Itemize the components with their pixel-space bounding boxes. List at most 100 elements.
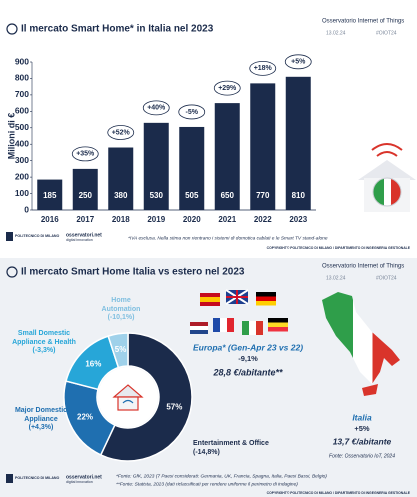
value-label: 650 (221, 191, 235, 200)
university-logo: POLITECNICO DI MILANO (15, 476, 60, 480)
growth-label: +52% (112, 129, 131, 136)
slice-label: Entertainment & Office (-14,8%) (193, 440, 303, 457)
y-tick-label: 200 (15, 171, 29, 181)
footnote: **Fonte: Statista, 2023 (dati riclassifi… (116, 481, 298, 487)
x-tick-label: 2021 (218, 215, 236, 224)
x-tick-label: 2018 (112, 215, 130, 224)
value-label: 770 (256, 191, 270, 200)
hashtag: #OIOT24 (376, 30, 397, 36)
x-tick-label: 2023 (289, 215, 307, 224)
growth-badge (284, 54, 312, 70)
wifi-icon (122, 399, 134, 404)
footnote: *Fonte: GfK, 2023 (7 Paesi considerati: … (116, 473, 327, 479)
italy-label: Italia (352, 412, 372, 422)
value-label: 380 (114, 191, 128, 200)
y-tick-label: 400 (15, 138, 29, 148)
brand-tagline: digital innovation (66, 480, 93, 484)
date: 13.02.24 (326, 30, 346, 36)
bar (37, 179, 63, 210)
category-name: Small Domestic Appliance & Health (12, 330, 76, 346)
value-label: 57% (166, 402, 182, 411)
value-label: 16% (85, 360, 101, 369)
y-axis-label: Milioni di € (6, 113, 16, 160)
italy-map (362, 384, 378, 396)
copyright: COPYRIGHT© POLITECNICO DI MILANO / DIPAR… (267, 246, 411, 250)
growth-badge (107, 125, 135, 140)
category-change: (-10,1%) (107, 314, 135, 321)
bar (214, 103, 240, 210)
growth-label: +35% (76, 151, 95, 158)
brand-logo: osservatori.net (66, 232, 102, 238)
bar (250, 83, 276, 210)
y-tick-label: 700 (15, 89, 29, 99)
brand-tagline: digital innovation (66, 238, 93, 242)
value-label: 530 (150, 191, 164, 200)
growth-badge (213, 80, 241, 96)
chart-title: Il mercato Smart Home Italia vs estero n… (21, 267, 245, 278)
x-tick-label: 2020 (183, 215, 201, 224)
value-label: 22% (77, 412, 93, 421)
value-label: 810 (292, 191, 306, 200)
value-label: 5% (115, 345, 127, 354)
value-label: 505 (185, 191, 199, 200)
europe-per-capita: 28,8 €/abitante** (212, 367, 283, 377)
chart-title: Il mercato Smart Home* in Italia nel 202… (21, 24, 214, 35)
growth-label: +40% (147, 105, 166, 112)
bar (179, 126, 205, 210)
y-tick-label: 600 (15, 106, 29, 116)
organization: Osservatorio Internet of Things (322, 264, 404, 270)
title-icon (6, 266, 18, 278)
flags (190, 289, 288, 335)
university-logo: POLITECNICO DI MILANO (15, 234, 60, 238)
pie-slice (99, 332, 193, 462)
growth-badge (71, 146, 99, 162)
italy-per-capita: 13,7 €/abitante (333, 436, 392, 446)
europe-label: Europa* (Gen-Apr 23 vs 22) (193, 342, 303, 352)
y-tick-label: 0 (24, 204, 29, 214)
y-tick-label: 800 (15, 73, 29, 83)
category-change: (-3,3%) (32, 347, 56, 354)
value-label: 250 (79, 191, 93, 200)
x-tick-label: 2019 (147, 215, 165, 224)
house-icon (358, 143, 416, 212)
hashtag: #OIOT24 (376, 275, 397, 281)
europe-change: -9,1% (238, 354, 258, 363)
copyright: COPYRIGHT© POLITECNICO DI MILANO / DIPAR… (267, 491, 411, 495)
footnote: *IVA esclusa. Nella stima non rientrano … (128, 235, 328, 241)
brand-logo: osservatori.net (66, 474, 102, 480)
y-tick-label: 300 (15, 155, 29, 165)
slice-label: Home Automation (-10,1%) (92, 297, 150, 323)
y-tick-label: 100 (15, 188, 29, 198)
bar (108, 147, 134, 210)
slice-label: Major Domestic Appliance (+4,3%) (2, 407, 80, 433)
growth-badge (178, 104, 206, 120)
growth-label: -5% (186, 109, 199, 116)
category-name: Major Domestic Appliance (14, 407, 68, 423)
growth-label: +5% (291, 59, 306, 66)
value-label: 185 (43, 191, 57, 200)
source: Fonte: Osservatorio IoT, 2024 (329, 453, 395, 459)
pie-slice (107, 332, 129, 369)
slice-label: Small Domestic Appliance & Health (-3,3%) (2, 330, 86, 356)
header: Osservatorio Internet of Things 13.02.24… (322, 19, 404, 282)
growth-label: +29% (218, 85, 237, 92)
bar (143, 122, 169, 210)
growth-label: +18% (254, 65, 273, 72)
category-name: Home Automation (101, 297, 141, 313)
italy-map (322, 292, 400, 384)
y-tick-label: 500 (15, 122, 29, 132)
x-tick-label: 2017 (76, 215, 94, 224)
footer: POLITECNICO DI MILANO osservatori.net di… (6, 232, 411, 495)
growth-badge (249, 60, 277, 76)
y-tick-label: 900 (15, 56, 29, 66)
x-tick-label: 2016 (41, 215, 59, 224)
category-change: (+4,3%) (28, 424, 54, 431)
date: 13.02.24 (326, 275, 346, 281)
bar (72, 168, 98, 210)
x-tick-label: 2022 (254, 215, 272, 224)
category-change: (-14,8%) (193, 448, 220, 456)
title-icon (6, 23, 18, 35)
house-icon (117, 396, 139, 411)
